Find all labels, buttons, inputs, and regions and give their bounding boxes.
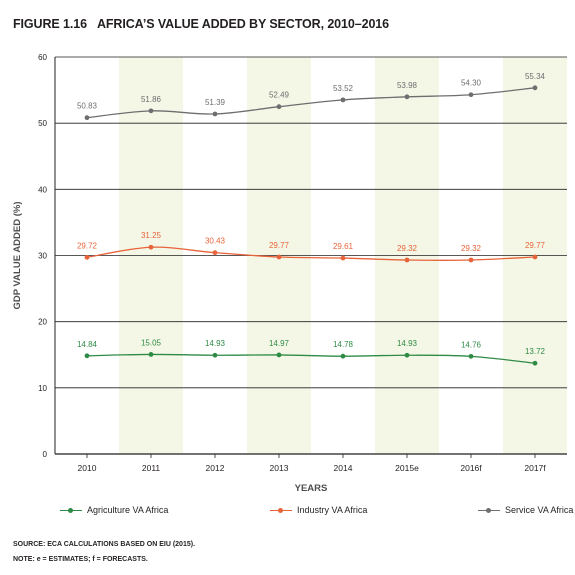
data-label: 15.05 [141, 338, 162, 347]
x-tick-label: 2015e [395, 463, 419, 473]
data-point [340, 255, 346, 261]
figure-title: FIGURE 1.16 AFRICA’S VALUE ADDED BY SECTO… [13, 17, 389, 31]
data-label: 54.30 [461, 79, 482, 88]
x-tick-label: 2016f [460, 463, 482, 473]
x-axis-title: YEARS [295, 483, 328, 494]
data-point [404, 257, 410, 263]
data-point [212, 111, 218, 117]
x-tick-label: 2014 [334, 463, 353, 473]
data-label: 52.49 [269, 91, 290, 100]
source-note: SOURCE: ECA CALCULATIONS BASED ON EIU (2… [13, 541, 196, 548]
x-tick-label: 2017f [524, 463, 546, 473]
data-point [404, 352, 410, 358]
data-label: 51.86 [141, 95, 162, 104]
series-line-0 [86, 353, 536, 364]
data-point [84, 115, 90, 121]
data-point [148, 244, 154, 250]
data-label: 14.84 [77, 340, 98, 349]
x-tick-label: 2011 [142, 463, 161, 473]
x-tick-label: 2010 [78, 463, 97, 473]
y-tick-label: 30 [38, 252, 47, 261]
x-tick-label: 2013 [270, 463, 289, 473]
data-point [532, 360, 538, 366]
y-tick-label: 10 [38, 384, 47, 393]
legend-label-industry: Industry VA Africa [297, 505, 368, 515]
y-axis-title: GDP VALUE ADDED (%) [12, 201, 23, 309]
legend-label-service: Service VA Africa [505, 505, 574, 515]
data-label: 50.83 [77, 102, 98, 111]
legend-item-service: Service VA Africa [478, 505, 573, 515]
data-point [404, 94, 410, 100]
y-tick-label: 0 [43, 450, 48, 459]
data-point [468, 257, 474, 263]
data-point [468, 353, 474, 359]
data-label: 31.25 [141, 231, 162, 240]
data-point [340, 353, 346, 359]
data-point [84, 254, 90, 260]
data-label: 29.72 [77, 241, 98, 250]
series-line-2 [86, 87, 536, 119]
data-label: 14.93 [397, 339, 418, 348]
legend-swatch-service [478, 507, 500, 513]
x-tick-label: 2012 [206, 463, 225, 473]
legend-swatch-agriculture [60, 507, 82, 513]
data-label: 29.61 [333, 242, 354, 251]
data-label: 14.76 [461, 340, 482, 349]
figure-number: FIGURE 1.16 [13, 17, 87, 31]
data-point [276, 352, 282, 358]
data-point [148, 352, 154, 357]
data-point [276, 104, 282, 110]
y-tick-label: 50 [38, 119, 47, 128]
data-label: 14.93 [205, 339, 226, 348]
data-label: 14.78 [333, 340, 354, 349]
legend-label-agriculture: Agriculture VA Africa [87, 505, 169, 515]
legend-item-industry: Industry VA Africa [270, 505, 367, 515]
data-label: 14.97 [269, 339, 290, 348]
data-point [212, 250, 218, 256]
data-label: 29.32 [397, 244, 418, 253]
data-label: 30.43 [205, 237, 226, 246]
data-point [532, 254, 538, 260]
data-point [340, 97, 346, 103]
y-tick-label: 20 [38, 318, 47, 327]
data-label: 29.77 [269, 241, 290, 250]
data-point [532, 85, 538, 91]
y-tick-label: 40 [38, 185, 47, 194]
data-label: 53.52 [333, 84, 354, 93]
data-label: 55.34 [525, 72, 546, 81]
data-point [468, 92, 474, 98]
data-label: 13.72 [525, 347, 546, 356]
data-label: 51.39 [205, 98, 226, 107]
legend-item-agriculture: Agriculture VA Africa [60, 505, 168, 515]
forecast-note: NOTE: e = ESTIMATES; f = FORECASTS. [13, 556, 148, 563]
data-label: 53.98 [397, 81, 418, 90]
data-point [212, 352, 218, 358]
y-tick-label: 60 [38, 53, 47, 62]
series-line-1 [86, 246, 536, 261]
data-point [276, 254, 282, 260]
legend-swatch-industry [270, 507, 292, 513]
data-label: 29.77 [525, 241, 546, 250]
figure-title-text: AFRICA’S VALUE ADDED BY SECTOR, 2010–201… [96, 17, 389, 31]
data-point [84, 353, 90, 359]
data-point [148, 108, 154, 114]
data-label: 29.32 [461, 244, 482, 253]
